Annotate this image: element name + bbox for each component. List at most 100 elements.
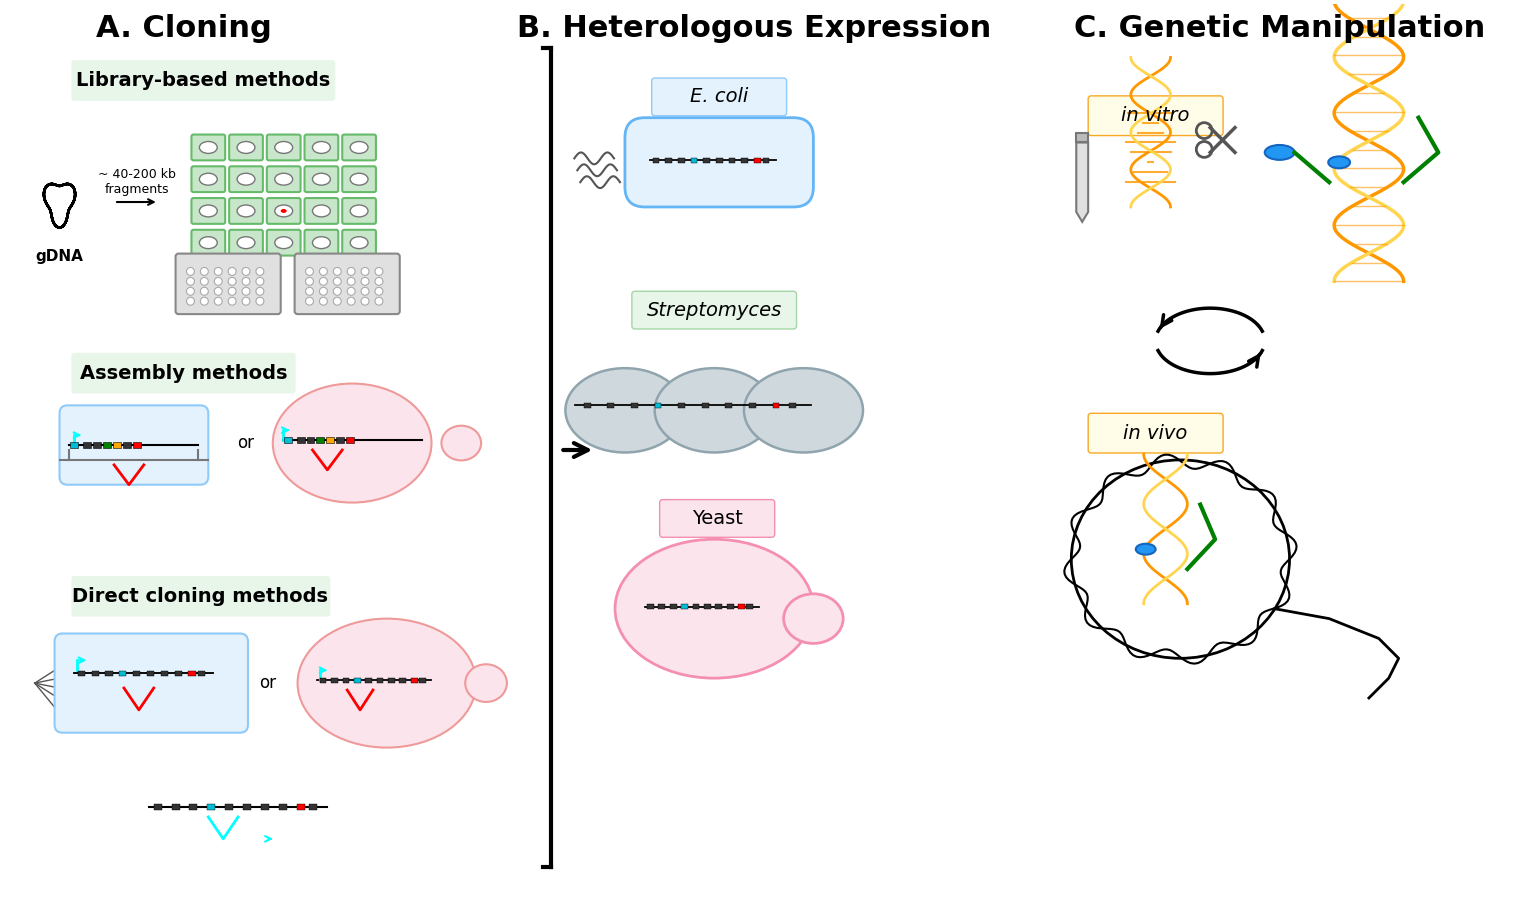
Bar (154, 804, 161, 810)
Bar (189, 670, 195, 676)
Text: or: or (238, 434, 255, 452)
Bar (754, 158, 760, 163)
Bar (336, 437, 344, 443)
Bar (746, 604, 753, 609)
Bar (399, 678, 406, 683)
Bar (161, 670, 167, 676)
Circle shape (306, 277, 313, 285)
Bar (739, 604, 745, 609)
Bar (419, 678, 425, 683)
Bar (261, 804, 269, 810)
Ellipse shape (281, 209, 287, 213)
Bar (309, 804, 316, 810)
FancyBboxPatch shape (192, 230, 226, 256)
Ellipse shape (200, 173, 217, 185)
FancyBboxPatch shape (192, 198, 226, 224)
Bar (389, 678, 395, 683)
Circle shape (214, 297, 223, 305)
Circle shape (214, 277, 223, 285)
Ellipse shape (1071, 460, 1290, 658)
FancyBboxPatch shape (659, 500, 774, 537)
Ellipse shape (237, 237, 255, 248)
Bar (790, 403, 796, 408)
FancyBboxPatch shape (343, 230, 376, 256)
Circle shape (319, 287, 327, 295)
Text: Library-based methods: Library-based methods (77, 71, 330, 91)
Ellipse shape (614, 539, 814, 678)
Circle shape (214, 287, 223, 295)
Bar (207, 804, 215, 810)
Ellipse shape (298, 618, 476, 748)
Bar (682, 604, 688, 609)
Ellipse shape (273, 383, 432, 502)
Bar (71, 442, 78, 448)
Bar (198, 670, 206, 676)
Bar (316, 437, 324, 443)
Circle shape (214, 267, 223, 275)
FancyBboxPatch shape (60, 405, 209, 485)
FancyBboxPatch shape (229, 166, 263, 192)
Bar (716, 604, 722, 609)
Bar (665, 158, 673, 163)
FancyBboxPatch shape (71, 60, 335, 101)
Text: Yeast: Yeast (691, 508, 742, 528)
Bar (319, 678, 327, 683)
Circle shape (200, 297, 209, 305)
Bar (727, 604, 734, 609)
Ellipse shape (1264, 145, 1295, 160)
Bar (123, 442, 131, 448)
Bar (763, 158, 770, 163)
Bar (103, 442, 111, 448)
Circle shape (229, 277, 237, 285)
Bar (346, 437, 355, 443)
FancyBboxPatch shape (1087, 413, 1223, 453)
Circle shape (186, 297, 195, 305)
FancyBboxPatch shape (175, 254, 281, 314)
Text: in vitro: in vitro (1121, 106, 1190, 125)
Ellipse shape (275, 205, 293, 217)
Bar (114, 442, 121, 448)
FancyBboxPatch shape (304, 135, 338, 160)
Bar (120, 670, 126, 676)
Bar (631, 403, 637, 408)
Text: B. Heterologous Expression: B. Heterologous Expression (516, 14, 991, 43)
FancyBboxPatch shape (267, 230, 301, 256)
Ellipse shape (200, 205, 217, 217)
FancyBboxPatch shape (343, 198, 376, 224)
FancyBboxPatch shape (304, 230, 338, 256)
Text: Assembly methods: Assembly methods (80, 364, 287, 383)
FancyBboxPatch shape (192, 135, 226, 160)
Circle shape (200, 277, 209, 285)
Circle shape (347, 267, 355, 275)
Circle shape (257, 287, 264, 295)
FancyBboxPatch shape (295, 254, 399, 314)
Circle shape (361, 277, 369, 285)
Bar (366, 678, 372, 683)
Ellipse shape (312, 141, 330, 153)
Bar (296, 804, 304, 810)
Ellipse shape (1329, 157, 1350, 168)
FancyBboxPatch shape (229, 135, 263, 160)
Ellipse shape (783, 594, 843, 644)
FancyBboxPatch shape (625, 118, 814, 207)
Bar (716, 158, 722, 163)
Ellipse shape (312, 237, 330, 248)
Circle shape (319, 297, 327, 305)
Ellipse shape (237, 205, 255, 217)
FancyBboxPatch shape (1087, 96, 1223, 136)
Ellipse shape (441, 426, 481, 461)
Bar (78, 670, 84, 676)
Circle shape (375, 277, 382, 285)
Circle shape (229, 267, 237, 275)
Circle shape (257, 277, 264, 285)
Bar (679, 403, 685, 408)
Ellipse shape (1135, 544, 1155, 554)
Text: Streptomyces: Streptomyces (647, 301, 782, 320)
Ellipse shape (312, 173, 330, 185)
Text: Direct cloning methods: Direct cloning methods (72, 588, 329, 607)
Ellipse shape (275, 141, 293, 153)
Bar (92, 670, 98, 676)
Ellipse shape (200, 141, 217, 153)
FancyBboxPatch shape (343, 166, 376, 192)
Ellipse shape (237, 141, 255, 153)
